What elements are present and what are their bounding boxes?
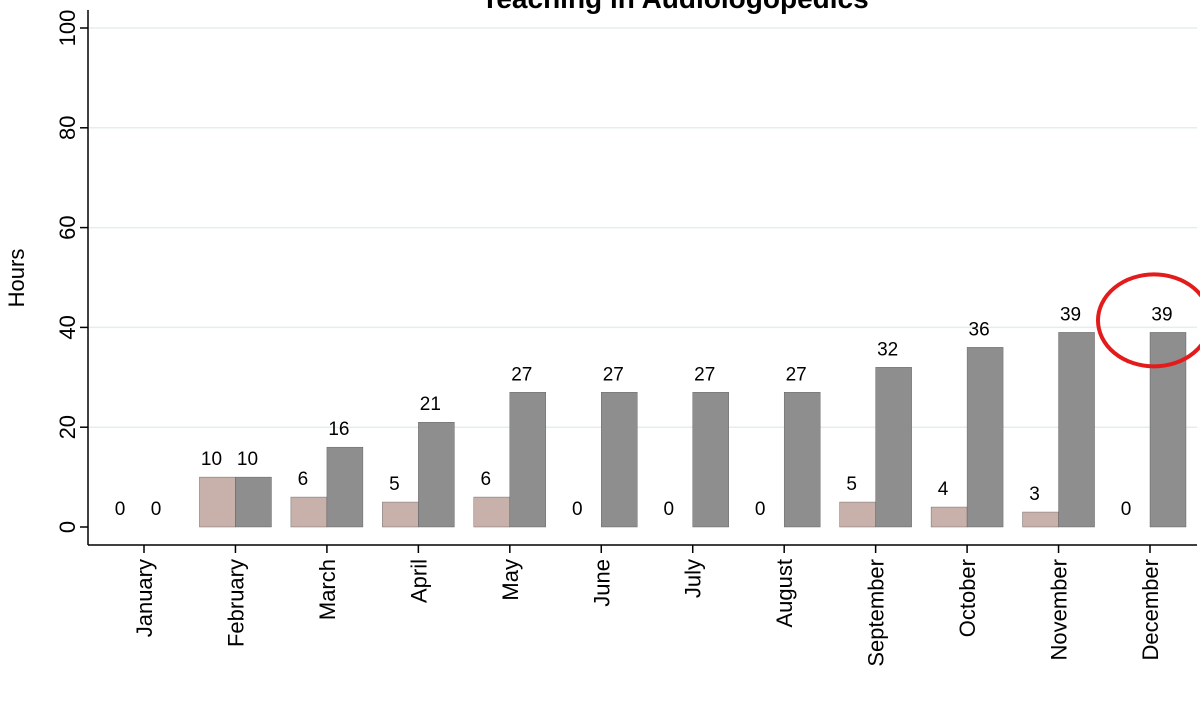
data-label: 0 (572, 499, 583, 520)
bar (509, 392, 547, 528)
data-label: 6 (481, 469, 492, 490)
bar (930, 506, 968, 528)
y-tick-label: 80 (55, 116, 80, 140)
annotations (1096, 272, 1200, 369)
bar (601, 392, 638, 528)
y-tick-label: 20 (55, 415, 80, 439)
bar (839, 501, 876, 528)
data-label: 4 (938, 479, 949, 500)
data-label: 39 (1060, 304, 1081, 325)
x-tick-label: May (498, 559, 523, 601)
bar (966, 347, 1004, 528)
data-label: 27 (694, 364, 715, 385)
y-axis: 0 20 40 60 80 100 (55, 10, 89, 545)
data-label: 0 (663, 499, 674, 520)
bar (382, 501, 419, 528)
x-tick-label: June (589, 559, 614, 607)
data-label: 3 (1029, 484, 1040, 505)
x-tick-label: October (955, 559, 980, 637)
y-tick-label: 60 (55, 215, 80, 239)
x-tick-label: August (772, 559, 797, 628)
bar (235, 476, 272, 528)
bar (783, 392, 821, 528)
bar (1058, 332, 1095, 528)
bar (875, 367, 912, 528)
data-label: 27 (511, 364, 532, 385)
x-tick-label: February (223, 559, 248, 647)
y-axis-label: Hours (4, 249, 29, 308)
highlight-circle (1096, 272, 1200, 369)
data-label: 27 (603, 364, 624, 385)
x-tick-label: November (1047, 559, 1072, 660)
y-tick-label: 100 (55, 10, 80, 47)
data-label: 16 (328, 419, 349, 440)
chart-title: Teaching in Audiologopedics (481, 0, 868, 14)
x-tick-label: September (864, 559, 889, 667)
bar (1022, 511, 1059, 528)
data-label: 0 (1121, 499, 1132, 520)
x-tick-label: July (681, 559, 706, 598)
data-label: 10 (237, 449, 258, 470)
bar (290, 496, 328, 528)
data-label: 10 (201, 449, 222, 470)
bar (692, 392, 729, 528)
x-tick-label: December (1138, 559, 1163, 660)
data-label: 36 (969, 319, 990, 340)
data-label: 0 (115, 499, 126, 520)
gridlines (89, 27, 1197, 428)
data-label: 32 (877, 339, 898, 360)
data-label: 0 (755, 499, 766, 520)
data-label: 27 (786, 364, 807, 385)
data-label: 5 (846, 474, 857, 495)
bar (199, 476, 236, 528)
x-tick-label: March (315, 559, 340, 620)
data-label: 39 (1151, 304, 1172, 325)
y-tick-label: 0 (55, 521, 80, 533)
bar (418, 422, 455, 528)
bars: 0 0 10 10 6 16 5 21 6 27 0 27 0 27 0 27 5 32 4 36 3 39 0 39 (115, 304, 1187, 528)
x-tick-label: April (406, 559, 431, 603)
bar (326, 446, 364, 528)
bar (473, 496, 511, 528)
data-label: 21 (420, 394, 441, 415)
data-label: 6 (298, 469, 309, 490)
x-tick-label: January (132, 559, 157, 637)
x-axis: January February March April May June July Augu… (88, 544, 1197, 667)
data-label: 5 (389, 474, 400, 495)
data-label: 0 (151, 499, 162, 520)
y-tick-label: 40 (55, 315, 80, 339)
